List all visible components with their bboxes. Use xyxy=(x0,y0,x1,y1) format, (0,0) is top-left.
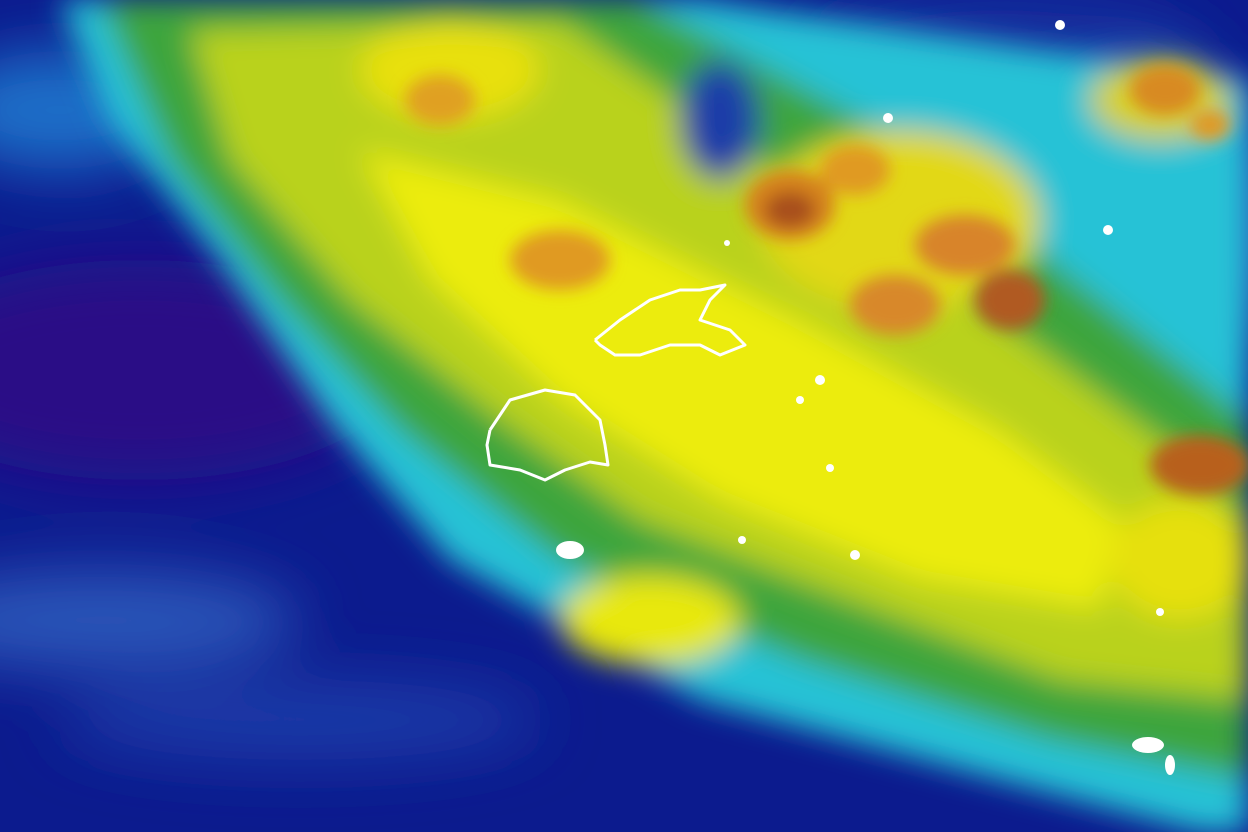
island xyxy=(1055,20,1065,30)
brown-cell xyxy=(975,270,1045,330)
island xyxy=(556,541,584,559)
orange-cell xyxy=(1190,110,1230,140)
yellow-patch xyxy=(1110,500,1248,620)
island xyxy=(1132,737,1164,753)
brown-cell xyxy=(765,192,815,228)
orange-cell xyxy=(915,215,1015,275)
thin-cloud xyxy=(60,680,540,760)
yellow-patch xyxy=(360,20,540,120)
coastlines xyxy=(485,283,747,482)
orange-cell xyxy=(510,230,610,290)
island-outline xyxy=(593,283,747,357)
island xyxy=(1156,608,1164,616)
island xyxy=(1165,755,1175,775)
island xyxy=(826,464,834,472)
brown-cell xyxy=(1150,435,1248,495)
small-islands xyxy=(556,20,1175,775)
cloud-band xyxy=(60,0,1248,832)
island xyxy=(738,536,746,544)
orange-cell xyxy=(850,275,940,335)
yellow-patch xyxy=(560,575,740,665)
thin-cloud xyxy=(0,570,300,670)
island xyxy=(850,550,860,560)
island-outline xyxy=(485,388,610,482)
cold-tops xyxy=(405,65,1248,495)
orange-cell xyxy=(405,75,475,125)
island xyxy=(883,113,893,123)
orange-cell xyxy=(820,145,890,195)
island xyxy=(724,240,730,246)
island xyxy=(796,396,804,404)
orange-cell xyxy=(1130,65,1200,115)
island xyxy=(1103,225,1113,235)
clear-gap xyxy=(680,60,760,180)
island xyxy=(815,375,825,385)
